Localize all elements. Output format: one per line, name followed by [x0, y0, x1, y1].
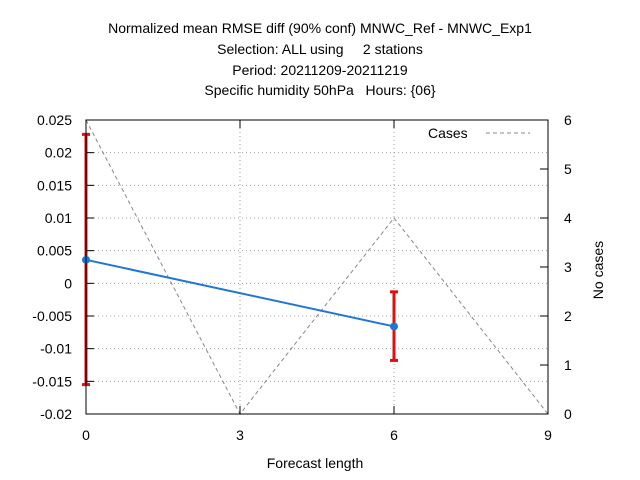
y-tick-label: 0.005: [37, 243, 72, 259]
y-tick-label: 0: [64, 275, 72, 291]
x-axis-label: Forecast length: [266, 455, 364, 471]
y-tick-label: 0.025: [37, 112, 72, 128]
x-tick-label: 6: [390, 427, 398, 443]
grid-lines: [86, 120, 548, 414]
y-tick-label: 0.02: [45, 145, 72, 161]
y2-tick-label: 2: [564, 308, 572, 324]
y2-tick-label: 0: [564, 406, 572, 422]
chart-title-line-2: Selection: ALL using 2 stations: [217, 41, 423, 57]
legend-label-cases: Cases: [428, 125, 468, 141]
y2-tick-label: 4: [564, 210, 572, 226]
y2-axis-label: No cases: [590, 240, 606, 300]
y2-tick-label: 1: [564, 357, 572, 373]
y-tick-label: -0.01: [40, 341, 72, 357]
y-tick-label: -0.015: [32, 373, 72, 389]
y-tick-label: 0.015: [37, 177, 72, 193]
x-tick-label: 0: [82, 427, 90, 443]
tick-labels: -0.02 -0.015 -0.01 -0.005 0 0.005 0.01 0.015 0.0…: [32, 112, 572, 443]
y-tick-label: -0.005: [32, 308, 72, 324]
chart-title-line-4: Specific humidity 50hPa Hours: {06}: [204, 82, 436, 98]
x-tick-label: 3: [236, 427, 244, 443]
x-tick-label: 9: [544, 427, 552, 443]
y-tick-label: -0.02: [40, 406, 72, 422]
rmse-diff-series: [82, 132, 398, 387]
y2-tick-label: 6: [564, 112, 572, 128]
cases-series: [85, 119, 549, 415]
data-point: [390, 322, 398, 331]
y2-tick-label: 5: [564, 161, 572, 177]
chart-title-line-3: Period: 20211209-20211219: [232, 62, 408, 78]
rmse-diff-line: [85, 258, 395, 328]
plot-frame: [85, 119, 549, 415]
cases-line: [85, 119, 549, 415]
axes: [85, 119, 549, 415]
y2-tick-label: 3: [564, 259, 572, 275]
y-tick-label: 0.01: [45, 210, 72, 226]
chart-title-line-1: Normalized mean RMSE diff (90% conf) MNW…: [108, 20, 532, 36]
